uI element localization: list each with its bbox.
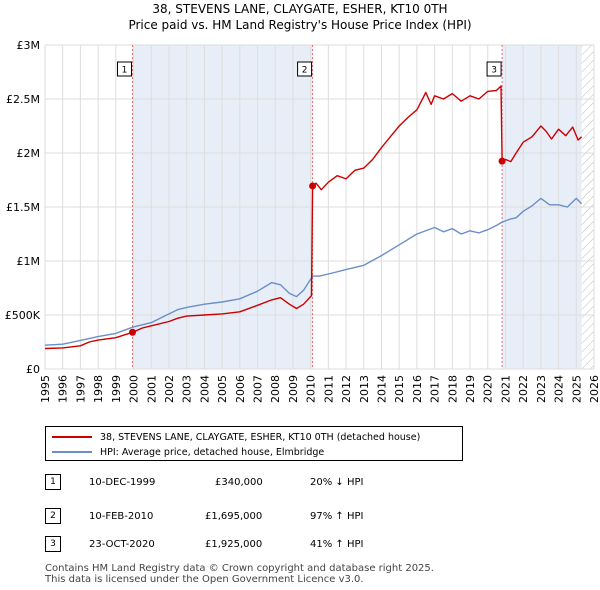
transaction-date: 10-DEC-1999 <box>89 477 156 488</box>
legend-swatch-property <box>52 436 92 438</box>
transaction-date: 10-FEB-2010 <box>89 511 154 522</box>
x-tick-label: 2024 <box>553 375 566 403</box>
x-tick-label: 2016 <box>411 375 424 403</box>
chart-legend: 38, STEVENS LANE, CLAYGATE, ESHER, KT10 … <box>45 426 463 461</box>
transaction-label: 1 <box>122 66 128 76</box>
transaction-number: 3 <box>45 536 61 552</box>
transaction-hpi-change: 97% ↑ HPI <box>310 511 364 522</box>
chart-subtitle: Price paid vs. HM Land Registry's House … <box>128 18 472 32</box>
x-tick-label: 2002 <box>163 375 176 403</box>
transaction-label: 2 <box>302 66 308 76</box>
x-tick-label: 2003 <box>181 375 194 403</box>
x-tick-label: 2022 <box>517 375 530 403</box>
x-tick-label: 2017 <box>429 375 442 403</box>
x-tick-label: 2025 <box>570 375 583 403</box>
transaction-label-box <box>297 61 313 77</box>
x-tick-label: 1995 <box>39 375 52 403</box>
x-tick-label: 1996 <box>57 375 70 403</box>
series-line-property <box>44 85 583 350</box>
chart-title: 38, STEVENS LANE, CLAYGATE, ESHER, KT10 … <box>152 2 448 16</box>
transaction-label-box <box>116 61 132 77</box>
table-row: 3 23-OCT-2020 £1,925,000 41% ↑ HPI <box>45 536 545 554</box>
x-tick-label: 2007 <box>252 375 265 403</box>
legend-swatch-hpi <box>52 451 92 453</box>
series-line-hpi <box>44 197 583 346</box>
y-tick-label: £0 <box>26 363 40 376</box>
transaction-label: 3 <box>491 66 497 76</box>
transaction-hpi-change: 20% ↓ HPI <box>310 477 364 488</box>
x-tick-label: 2018 <box>446 375 459 403</box>
x-tick-label: 2026 <box>588 375 600 403</box>
x-tick-label: 1998 <box>92 375 105 403</box>
x-tick-label: 2005 <box>216 375 229 403</box>
transaction-price: £1,695,000 <box>205 511 263 522</box>
x-tick-label: 2020 <box>482 375 495 403</box>
x-tick-label: 2004 <box>198 375 211 403</box>
x-tick-label: 2011 <box>322 375 335 403</box>
legend-item-property: 38, STEVENS LANE, CLAYGATE, ESHER, KT10 … <box>52 430 420 444</box>
table-row: 1 10-DEC-1999 £340,000 20% ↓ HPI <box>45 474 545 492</box>
y-tick-label: £500K <box>5 309 41 322</box>
x-tick-label: 2008 <box>269 375 282 403</box>
x-tick-label: 2009 <box>287 375 300 403</box>
transaction-number: 1 <box>45 474 61 490</box>
footer-attribution: Contains HM Land Registry data © Crown c… <box>45 563 434 585</box>
transaction-date: 23-OCT-2020 <box>89 539 155 550</box>
y-tick-label: £2M <box>17 147 41 160</box>
x-tick-label: 2014 <box>375 375 388 403</box>
legend-item-hpi: HPI: Average price, detached house, Elmb… <box>52 445 324 459</box>
transaction-point <box>498 157 506 165</box>
transaction-price: £340,000 <box>215 477 263 488</box>
transaction-number: 2 <box>45 508 61 524</box>
x-tick-label: 1999 <box>110 375 123 403</box>
x-tick-label: 2000 <box>128 375 141 403</box>
transaction-point <box>309 182 317 190</box>
x-tick-label: 2019 <box>464 375 477 403</box>
x-tick-label: 2015 <box>393 375 406 403</box>
price-chart: 1 2 3 £0 £500K £1M £1.5M £2M £2.5M £3M 1995 1996 19… <box>5 39 600 403</box>
y-tick-label: £2.5M <box>6 93 40 106</box>
x-tick-label: 2013 <box>358 375 371 403</box>
x-tick-label: 2021 <box>499 375 512 403</box>
y-tick-label: £1M <box>17 255 41 268</box>
transaction-label-box <box>486 61 502 77</box>
x-tick-label: 1997 <box>74 375 87 403</box>
legend-label-property: 38, STEVENS LANE, CLAYGATE, ESHER, KT10 … <box>100 431 421 443</box>
transaction-price: £1,925,000 <box>205 539 263 550</box>
y-tick-label: £3M <box>17 39 41 52</box>
legend-label-hpi: HPI: Average price, detached house, Elmb… <box>100 446 325 458</box>
y-tick-label: £1.5M <box>6 201 40 214</box>
footer-copyright: Contains HM Land Registry data © Crown c… <box>45 563 434 574</box>
x-tick-label: 2012 <box>340 375 353 403</box>
x-tick-label: 2001 <box>145 375 158 403</box>
transaction-hpi-change: 41% ↑ HPI <box>310 539 364 550</box>
x-tick-label: 2006 <box>234 375 247 403</box>
table-row: 2 10-FEB-2010 £1,695,000 97% ↑ HPI <box>45 508 545 526</box>
x-tick-label: 2010 <box>305 375 318 403</box>
footer-licence: This data is licensed under the Open Gov… <box>45 574 364 585</box>
x-tick-label: 2023 <box>535 375 548 403</box>
transaction-point <box>128 328 136 336</box>
